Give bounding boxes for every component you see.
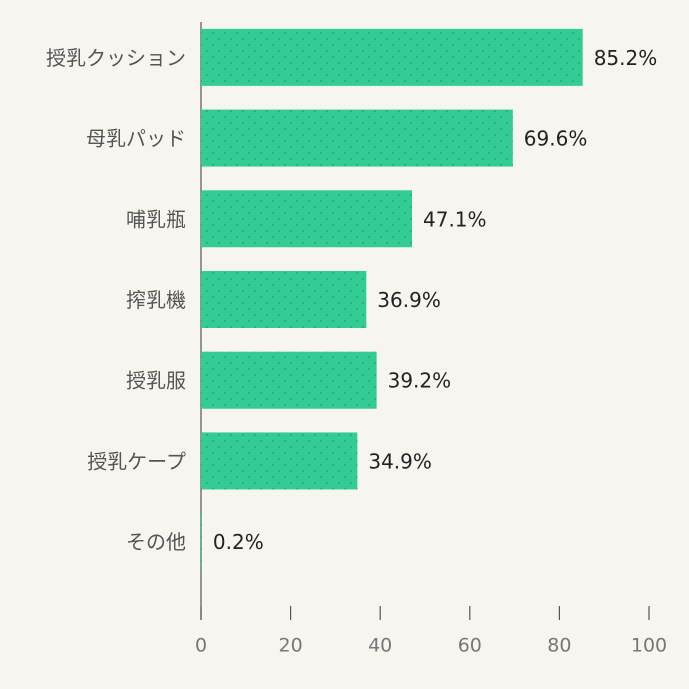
value-label: 85.2%: [594, 46, 658, 70]
bar-texture: [201, 190, 413, 248]
value-label: 69.6%: [524, 127, 588, 151]
x-tick-label: 20: [279, 635, 303, 657]
bar-texture: [201, 109, 513, 167]
bar-texture: [201, 271, 367, 328]
bar-texture: [201, 432, 358, 490]
x-tick-label: 40: [368, 635, 392, 657]
value-label: 34.9%: [368, 449, 432, 473]
value-label: 47.1%: [423, 207, 487, 231]
y-tick-label: 母乳パッド: [86, 127, 186, 151]
x-tick-label: 60: [458, 635, 482, 657]
x-tick-label: 0: [195, 635, 207, 657]
y-tick-label: 哺乳瓶: [126, 207, 186, 231]
value-label: 39.2%: [388, 369, 452, 393]
x-tick-label: 80: [547, 635, 571, 657]
value-label: 36.9%: [377, 288, 441, 312]
y-tick-label: その他: [126, 530, 186, 554]
y-tick-label: 授乳クッション: [46, 46, 186, 70]
y-tick-label: 授乳服: [126, 369, 186, 393]
value-label: 0.2%: [213, 530, 264, 554]
bar-texture: [201, 28, 583, 86]
y-tick-label: 授乳ケープ: [87, 449, 186, 473]
y-tick-label: 搾乳機: [126, 288, 186, 312]
bar-texture: [201, 351, 377, 409]
x-tick-label: 100: [631, 635, 667, 657]
bar-texture: [201, 513, 202, 571]
